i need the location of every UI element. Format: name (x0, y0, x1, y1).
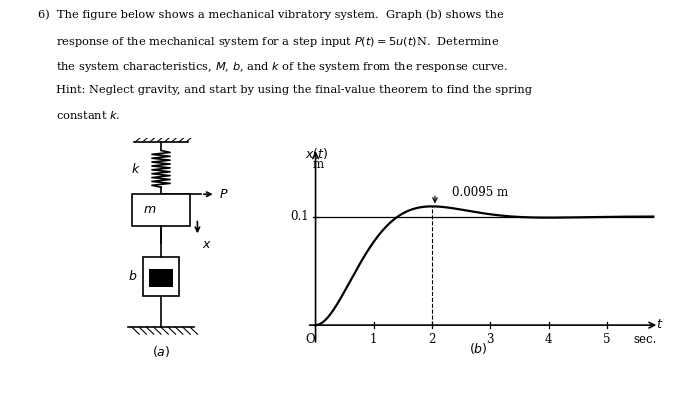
Text: 0.1: 0.1 (290, 210, 309, 223)
Text: $x(t)$: $x(t)$ (305, 146, 328, 161)
Text: 4: 4 (545, 333, 552, 346)
Bar (143, 257, 179, 296)
Text: the system characteristics, $M$, $b$, and $k$ of the system from the response cu: the system characteristics, $M$, $b$, an… (38, 60, 509, 73)
Text: sec.: sec. (633, 333, 657, 346)
Text: $x$: $x$ (202, 238, 212, 251)
Bar (132, 194, 190, 226)
Text: 5: 5 (603, 333, 610, 346)
Text: O: O (305, 333, 314, 346)
Text: 3: 3 (486, 333, 494, 346)
Text: 6)  The figure below shows a mechanical vibratory system.  Graph (b) shows the: 6) The figure below shows a mechanical v… (38, 10, 504, 21)
Text: constant $k$.: constant $k$. (38, 109, 121, 121)
Text: $b$: $b$ (128, 269, 137, 284)
Text: 2: 2 (428, 333, 435, 346)
Bar (149, 269, 173, 287)
Text: $(a)$: $(a)$ (152, 344, 170, 359)
Text: $P$: $P$ (219, 188, 229, 201)
Text: response of the mechanical system for a step input $P(t) = 5u(t)$N.  Determine: response of the mechanical system for a … (38, 35, 500, 49)
Text: 1: 1 (370, 333, 377, 346)
Text: 0.0095 m: 0.0095 m (452, 186, 508, 199)
Text: m: m (313, 158, 324, 171)
Text: Hint: Neglect gravity, and start by using the final-value theorem to find the sp: Hint: Neglect gravity, and start by usin… (38, 85, 533, 94)
Text: $t$: $t$ (657, 318, 664, 331)
Text: $(b)$: $(b)$ (469, 340, 488, 356)
Text: $m$: $m$ (144, 203, 157, 216)
Text: $k$: $k$ (132, 162, 141, 176)
